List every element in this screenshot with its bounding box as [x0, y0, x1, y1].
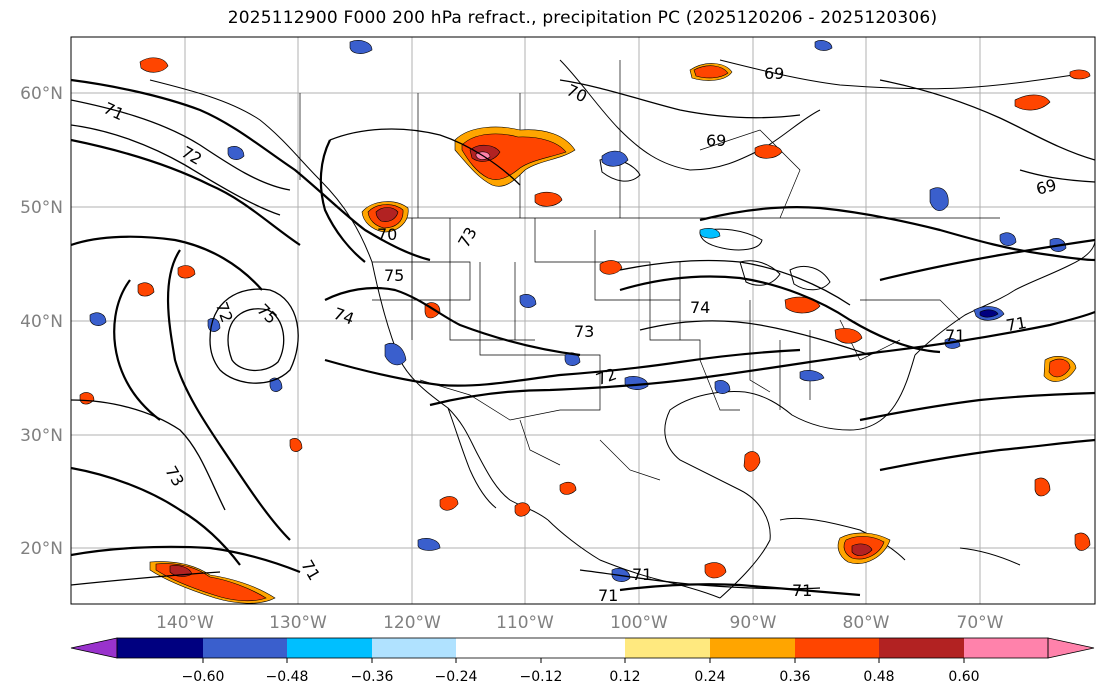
lat-label-50n: 50°N [20, 198, 63, 218]
lon-label-130w: 130°W [269, 613, 327, 633]
colorbar-segment [203, 638, 287, 658]
colorbar-tick-label: −0.60 [182, 669, 225, 685]
colorbar-frame [116, 637, 1049, 659]
map-title: 2025112900 F000 200 hPa refract., precip… [227, 8, 938, 28]
colorbar-segment [625, 638, 710, 658]
contour-label: 71 [598, 586, 618, 605]
coastlines [149, 59, 1095, 599]
lon-label-100w: 100°W [610, 613, 668, 633]
colorbar-tick-label: 0.24 [694, 669, 725, 685]
lon-label-140w: 140°W [156, 613, 214, 633]
political-borders [299, 60, 1000, 481]
colorbar-segment [287, 638, 372, 658]
lon-label-120w: 120°W [383, 613, 441, 633]
colorbar-tick-label: 0.60 [948, 669, 979, 685]
contour-label: 69 [1034, 175, 1059, 199]
colorbar-extend-high [1047, 637, 1095, 659]
thick-contours [71, 78, 1095, 597]
colorbar-segment [456, 638, 541, 658]
contour-label: 71 [945, 326, 965, 345]
colorbar-tick-label: −0.48 [266, 669, 309, 685]
colorbar-segment [541, 638, 625, 658]
lon-label-110w: 110°W [496, 613, 554, 633]
lon-label-70w: 70°W [957, 613, 1004, 633]
colorbar: −0.60 −0.48 −0.36 −0.24 −0.12 0.12 0.24 … [70, 637, 1095, 685]
plot-frame [70, 36, 1096, 605]
colorbar-tick-label: −0.12 [520, 669, 563, 685]
contour-label: 71 [792, 581, 812, 600]
colorbar-segment [710, 638, 795, 658]
colorbar-tick-label: 0.36 [779, 669, 810, 685]
colorbar-segment [372, 638, 456, 658]
colorbar-extend-low [70, 637, 118, 659]
colorbar-segment [117, 638, 203, 658]
lat-label-40n: 40°N [20, 312, 63, 332]
contour-label: 74 [690, 298, 710, 317]
thin-contours [71, 79, 1095, 590]
contour-label: 70 [377, 225, 397, 244]
contour-label: 69 [706, 131, 726, 150]
colorbar-segment [964, 638, 1048, 658]
longitude-axis: 140°W 130°W 120°W 110°W 100°W 90°W 80°W … [156, 613, 1004, 633]
latitude-axis: 60°N 50°N 40°N 30°N 20°N [20, 84, 63, 559]
lon-label-90w: 90°W [730, 613, 777, 633]
colorbar-tick-label: 0.12 [609, 669, 640, 685]
colorbar-tick-label: −0.36 [351, 669, 394, 685]
lat-label-20n: 20°N [20, 539, 63, 559]
lat-label-60n: 60°N [20, 84, 63, 104]
colorbar-tick-label: 0.48 [863, 669, 894, 685]
colorbar-segment [879, 638, 964, 658]
lat-label-30n: 30°N [20, 426, 63, 446]
contour-label: 75 [384, 266, 404, 285]
colorbar-segment [795, 638, 879, 658]
contour-label: 71 [1005, 313, 1028, 335]
colorbar-ticks [202, 658, 965, 663]
colorbar-tick-label: −0.24 [435, 669, 478, 685]
contour-label: 69 [764, 64, 784, 83]
contour-label: 73 [574, 322, 594, 341]
contour-label: 71 [632, 565, 652, 584]
lon-label-80w: 80°W [843, 613, 890, 633]
